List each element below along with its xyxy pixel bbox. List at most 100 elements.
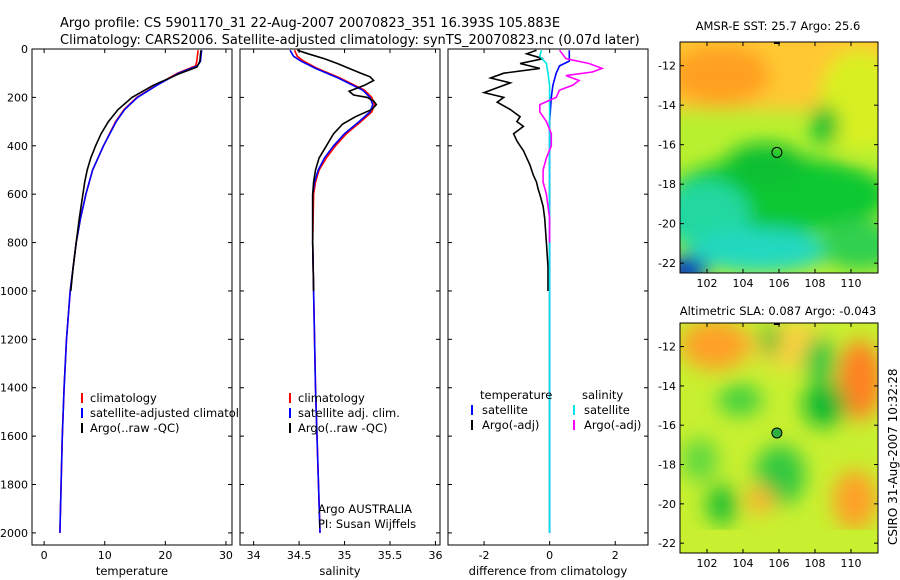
salinity-xtick-label: 36 <box>428 549 442 562</box>
sla-map-xtick-label: 108 <box>805 557 826 570</box>
temperature-ytick-label: 1200 <box>0 333 28 346</box>
sst-warm-patch <box>680 45 770 105</box>
sla-green-mid <box>804 336 836 384</box>
difference-axes-frame <box>447 48 649 546</box>
sla-map-xtick-label: 110 <box>841 557 862 570</box>
sla-green-center <box>803 383 847 427</box>
difference-panel: -2 0 2 difference from climatology temperatu… <box>447 48 649 578</box>
sst-cyan-bottom <box>690 228 830 272</box>
difference-legend-label: satellite <box>482 403 528 417</box>
sst-map-ytick-label: -14 <box>658 99 676 112</box>
salinity-annotation: Argo AUSTRALIA <box>318 502 412 516</box>
salinity-xtick-label: 34 <box>247 549 261 562</box>
sst-map-argo-marker <box>771 146 783 158</box>
sla-map-ytick-label: -16 <box>658 419 676 432</box>
temperature-series-1 <box>59 50 203 533</box>
sst-map-title: AMSR-E SST: 25.7 Argo: 25.6 <box>696 19 861 33</box>
sst-map-xtick-label: 110 <box>841 277 862 290</box>
temperature-xtick-label: 0 <box>41 549 48 562</box>
sst-green-bottom-right <box>820 220 878 270</box>
salinity-xlabel: salinity <box>319 564 360 578</box>
sla-green-left <box>718 384 762 416</box>
difference-series-3 <box>538 49 605 243</box>
sst-map-ytick-label: -12 <box>658 60 676 73</box>
sla-map-ytick-label: -18 <box>658 459 676 472</box>
side-timestamp: CSIRO 31-Aug-2007 10:32:28 <box>886 369 900 545</box>
temperature-axes-frame <box>31 48 233 546</box>
sst-map-ytick-label: -18 <box>658 178 676 191</box>
sla-green-bottomleft <box>706 485 738 525</box>
sla-map-ytick-label: -22 <box>658 537 676 550</box>
difference-series-2 <box>538 49 551 533</box>
salinity-xtick-label: 35.5 <box>378 549 403 562</box>
sla-map-axes: 102 104 106 108 110 -12 -14 -16 -18 -20 -22 <box>658 323 878 570</box>
salinity-panel: 34 34.5 35 35.5 36 salinity climatologysatelli… <box>239 48 442 578</box>
temperature-xtick-label: 10 <box>98 549 112 562</box>
temperature-legend-label: climatology <box>90 391 157 405</box>
difference-legend-label: salinity <box>582 388 623 402</box>
sla-map-argo-marker <box>771 427 783 439</box>
sst-map: AMSR-E SST: 25.7 Argo: 25.6 102 104 106 108… <box>658 19 879 290</box>
sst-map-axes: 102 104 106 108 110 -12 -14 -16 -18 -20 -22 <box>658 42 878 290</box>
temperature-ytick-label: 1800 <box>0 479 28 492</box>
sst-map-xtick-label: 106 <box>769 277 790 290</box>
temperature-ytick-label: 1000 <box>0 285 28 298</box>
sla-map-xtick-label: 102 <box>697 557 718 570</box>
difference-xlabel: difference from climatology <box>469 564 628 578</box>
temperature-ytick-label: 400 <box>7 140 28 153</box>
sla-map-ytick-label: -20 <box>658 498 676 511</box>
difference-legend-label: temperature <box>480 388 552 402</box>
salinity-xtick-label: 34.5 <box>287 549 312 562</box>
sst-green-core <box>725 143 805 187</box>
sla-map-ytick-label: -12 <box>658 341 676 354</box>
temperature-ytick-label: 800 <box>7 237 28 250</box>
sla-orange-right <box>838 340 878 420</box>
difference-series-1 <box>481 49 549 291</box>
sst-map-xtick-label: 102 <box>697 277 718 290</box>
sla-orange-topleft <box>680 323 750 370</box>
temperature-legend-label: Argo(..raw -QC) <box>90 421 180 435</box>
difference-xtick-label: -2 <box>479 549 490 562</box>
sla-green-top <box>760 324 780 356</box>
temperature-ytick-label: 0 <box>21 43 28 56</box>
salinity-axes-frame <box>239 48 441 546</box>
sst-map-ytick-label: -22 <box>658 257 676 270</box>
temperature-ytick-label: 1600 <box>0 430 28 443</box>
temperature-xlabel: temperature <box>96 564 168 578</box>
sst-map-xtick-label: 104 <box>733 277 754 290</box>
temperature-panel: 0 10 20 30 0 200 400 600 800 1000 1200 1400 1600 1800… <box>0 43 260 578</box>
sst-green-blob <box>811 105 839 145</box>
salinity-legend-label: climatology <box>298 391 365 405</box>
sst-map-xtick-label: 108 <box>805 277 826 290</box>
figure-title-line2: Climatology: CARS2006. Satellite-adjuste… <box>60 33 640 48</box>
temperature-series-2 <box>70 50 202 292</box>
temperature-ytick-label: 200 <box>7 91 28 104</box>
salinity-series-2 <box>297 49 378 292</box>
sla-green-left-low <box>682 438 718 482</box>
temperature-ytick-label: 600 <box>7 188 28 201</box>
difference-xtick-label: 0 <box>546 549 553 562</box>
salinity-annotation: PI: Susan Wijffels <box>318 517 416 531</box>
temperature-xtick-label: 20 <box>158 549 172 562</box>
difference-legend-label: satellite <box>584 403 630 417</box>
salinity-legend-label: satellite adj. clim. <box>298 406 400 420</box>
difference-legend-label: Argo(-adj) <box>482 418 539 432</box>
temperature-ytick-label: 2000 <box>0 527 28 540</box>
difference-legend-label: Argo(-adj) <box>584 418 641 432</box>
sla-map-title: Altimetric SLA: 0.087 Argo: -0.043 <box>680 304 877 318</box>
figure-title-line1: Argo profile: CS 5901170_31 22-Aug-2007 … <box>60 16 560 31</box>
sla-map-xtick-label: 106 <box>769 557 790 570</box>
sst-blue-corner <box>680 256 708 273</box>
sla-map-ytick-label: -14 <box>658 380 676 393</box>
temperature-legend-label: satellite-adjusted climatology <box>90 406 260 420</box>
salinity-legend-label: Argo(..raw -QC) <box>298 421 388 435</box>
difference-xtick-label: 2 <box>612 549 619 562</box>
sla-map-xtick-label: 104 <box>733 557 754 570</box>
temperature-ytick-label: 1400 <box>0 382 28 395</box>
sla-orange-bottom <box>746 486 774 514</box>
temperature-xtick-label: 30 <box>219 549 233 562</box>
sst-map-ytick-label: -20 <box>658 218 676 231</box>
sla-map: Altimetric SLA: 0.087 Argo: -0.043 102 10… <box>658 304 879 570</box>
salinity-xtick-label: 35 <box>338 549 352 562</box>
